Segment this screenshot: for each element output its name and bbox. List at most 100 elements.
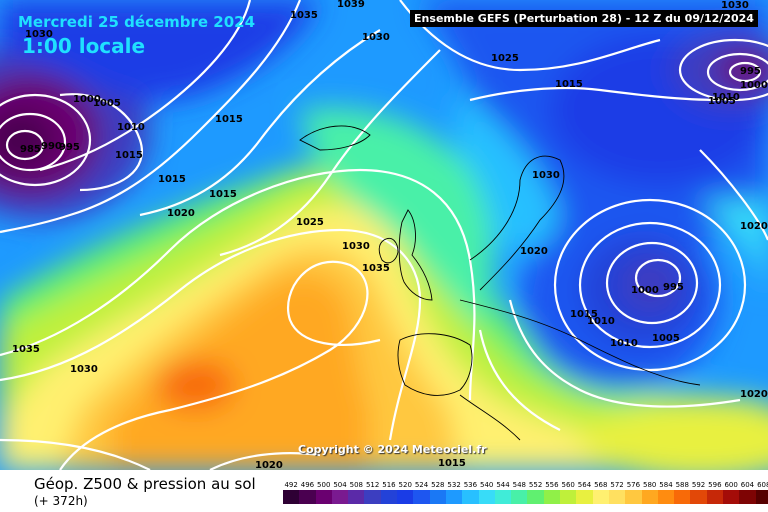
legend-cell: 516 — [380, 480, 398, 504]
legend-swatch — [315, 490, 332, 504]
pressure-label: 1025 — [296, 217, 324, 228]
pressure-label: 1030 — [362, 32, 390, 43]
legend-cell: 564 — [576, 480, 593, 504]
legend-label: 500 — [317, 481, 331, 489]
legend-label: 592 — [691, 481, 706, 489]
legend-swatch — [511, 490, 528, 504]
legend-label: 512 — [365, 481, 380, 489]
legend-cell: 584 — [657, 480, 675, 504]
legend-cell: 504 — [331, 480, 349, 504]
legend-swatch — [299, 490, 316, 504]
legend-label: 604 — [740, 481, 755, 489]
legend-label: 536 — [463, 481, 478, 489]
legend-swatch — [445, 490, 463, 504]
pressure-label: 1010 — [117, 122, 145, 133]
legend-cell: 544 — [494, 480, 512, 504]
legend-label: 580 — [642, 481, 657, 489]
legend-swatch — [429, 490, 446, 504]
legend-label: 524 — [414, 481, 429, 489]
legend-cell: 528 — [429, 480, 446, 504]
legend-cell: 524 — [413, 480, 430, 504]
map-footer: Géop. Z500 & pression au sol (+ 372h) 49… — [0, 470, 768, 512]
pressure-label: 1020 — [255, 460, 283, 470]
ensemble-info: Ensemble GEFS (Perturbation 28) - 12 Z d… — [410, 10, 758, 27]
legend-cell: 592 — [690, 480, 707, 504]
legend-label: 608 — [757, 481, 768, 489]
legend-label: 560 — [561, 481, 575, 489]
legend-label: 496 — [300, 481, 315, 489]
legend-swatch — [608, 490, 626, 504]
legend-swatch — [706, 490, 724, 504]
pressure-labels: 1035103910301025101510301005100010151010… — [12, 0, 768, 470]
legend-cell: 548 — [511, 480, 528, 504]
legend-swatch — [674, 490, 691, 504]
legend-cell: 500 — [315, 480, 332, 504]
legend-label: 572 — [610, 481, 624, 489]
pressure-label: 1035 — [12, 344, 40, 355]
legend-cell: 596 — [706, 480, 724, 504]
legend-label: 532 — [447, 481, 461, 489]
pressure-label: 1035 — [362, 263, 390, 274]
pressure-label: 1020 — [520, 246, 548, 257]
legend-swatch — [755, 490, 768, 504]
legend-cell: 604 — [739, 480, 756, 504]
legend-swatch — [560, 490, 577, 504]
pressure-label: 995 — [59, 142, 80, 153]
legend-swatch — [331, 490, 349, 504]
legend-swatch — [625, 490, 642, 504]
legend-label: 600 — [724, 481, 738, 489]
legend-label: 528 — [431, 481, 445, 489]
legend-label: 504 — [333, 481, 347, 489]
legend-label: 556 — [545, 481, 559, 489]
legend-swatch — [641, 490, 658, 504]
pressure-label: 1015 — [158, 174, 186, 185]
legend-label: 596 — [708, 481, 722, 489]
legend-swatch — [462, 490, 479, 504]
legend-cell: 560 — [560, 480, 577, 504]
pressure-label: 1020 — [167, 208, 195, 219]
legend-cell: 536 — [462, 480, 479, 504]
legend-swatch — [739, 490, 756, 504]
copyright-notice: Copyright © 2024 Meteociel.fr — [298, 443, 487, 456]
pressure-label: 1005 — [708, 96, 736, 107]
legend-swatch — [723, 490, 740, 504]
legend-swatch — [494, 490, 512, 504]
legend-cell: 576 — [625, 480, 642, 504]
legend-cell: 600 — [723, 480, 740, 504]
legend-cell: 532 — [445, 480, 463, 504]
color-legend: 492 496 500 504 508 512 516 520 524 528 532 536 540 5… — [283, 480, 768, 504]
pressure-label: 1030 — [70, 364, 98, 375]
pressure-label: 985 — [20, 144, 41, 155]
legend-swatch — [527, 490, 544, 504]
legend-swatch — [283, 490, 300, 504]
pressure-label: 1015 — [209, 189, 237, 200]
legend-label: 520 — [398, 481, 412, 489]
legend-swatch — [380, 490, 398, 504]
legend-cell: 496 — [299, 480, 316, 504]
legend-label: 540 — [480, 481, 494, 489]
legend-swatch — [592, 490, 609, 504]
geopotential-field — [0, 0, 768, 470]
pressure-label: 1005 — [652, 333, 680, 344]
pressure-label: 1010 — [587, 316, 615, 327]
pressure-label: 1020 — [740, 389, 768, 400]
legend-cell: 512 — [364, 480, 381, 504]
legend-label: 576 — [626, 481, 641, 489]
legend-cell: 580 — [641, 480, 658, 504]
legend-swatch — [397, 490, 414, 504]
local-time: 1:00 locale — [22, 34, 146, 58]
legend-cell: 520 — [397, 480, 414, 504]
legend-cell: 608 — [755, 480, 768, 504]
legend-label: 568 — [594, 481, 608, 489]
legend-swatch — [543, 490, 561, 504]
pressure-label: 1000 — [73, 94, 101, 105]
pressure-label: 1015 — [115, 150, 143, 161]
legend-label: 508 — [349, 481, 364, 489]
isobar-lines — [0, 0, 768, 470]
legend-swatch — [576, 490, 593, 504]
pressure-label: 1015 — [215, 114, 243, 125]
legend-cell: 540 — [478, 480, 495, 504]
legend-cell: 568 — [592, 480, 609, 504]
legend-cell: 508 — [348, 480, 365, 504]
pressure-label: 1030 — [342, 241, 370, 252]
